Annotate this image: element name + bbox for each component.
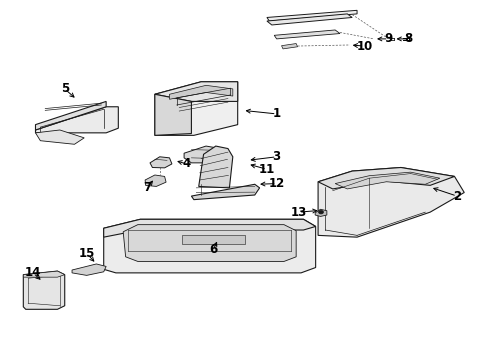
Polygon shape <box>318 167 455 189</box>
Polygon shape <box>184 146 230 163</box>
Text: 7: 7 <box>144 181 151 194</box>
Text: 3: 3 <box>272 150 281 163</box>
Text: 1: 1 <box>272 107 281 120</box>
Polygon shape <box>182 235 245 244</box>
Circle shape <box>318 210 323 214</box>
Text: 4: 4 <box>182 157 191 170</box>
Polygon shape <box>155 94 192 135</box>
Text: 2: 2 <box>453 190 461 203</box>
Polygon shape <box>155 82 238 102</box>
Polygon shape <box>35 102 106 130</box>
Polygon shape <box>282 44 297 49</box>
Polygon shape <box>267 10 357 21</box>
Polygon shape <box>72 264 106 275</box>
Polygon shape <box>315 209 327 216</box>
Text: 12: 12 <box>269 177 285 190</box>
Text: 9: 9 <box>385 32 393 45</box>
Polygon shape <box>199 146 233 188</box>
Polygon shape <box>318 167 464 237</box>
Polygon shape <box>145 175 166 186</box>
Text: 10: 10 <box>356 40 372 53</box>
Text: 6: 6 <box>209 243 218 256</box>
Polygon shape <box>267 14 352 25</box>
Polygon shape <box>35 107 118 133</box>
Text: 11: 11 <box>259 163 275 176</box>
Polygon shape <box>123 225 296 261</box>
Polygon shape <box>150 157 172 168</box>
Text: 14: 14 <box>25 266 41 279</box>
Polygon shape <box>24 271 65 309</box>
Polygon shape <box>192 184 260 200</box>
Polygon shape <box>170 85 233 99</box>
Text: 13: 13 <box>291 206 307 219</box>
Polygon shape <box>35 130 84 144</box>
Polygon shape <box>155 82 238 135</box>
Polygon shape <box>104 219 316 273</box>
Polygon shape <box>24 271 65 277</box>
Polygon shape <box>104 219 316 237</box>
Polygon shape <box>274 30 340 39</box>
Text: 15: 15 <box>78 247 95 260</box>
Text: 8: 8 <box>404 32 413 45</box>
Polygon shape <box>335 172 440 189</box>
Text: 5: 5 <box>61 82 69 95</box>
